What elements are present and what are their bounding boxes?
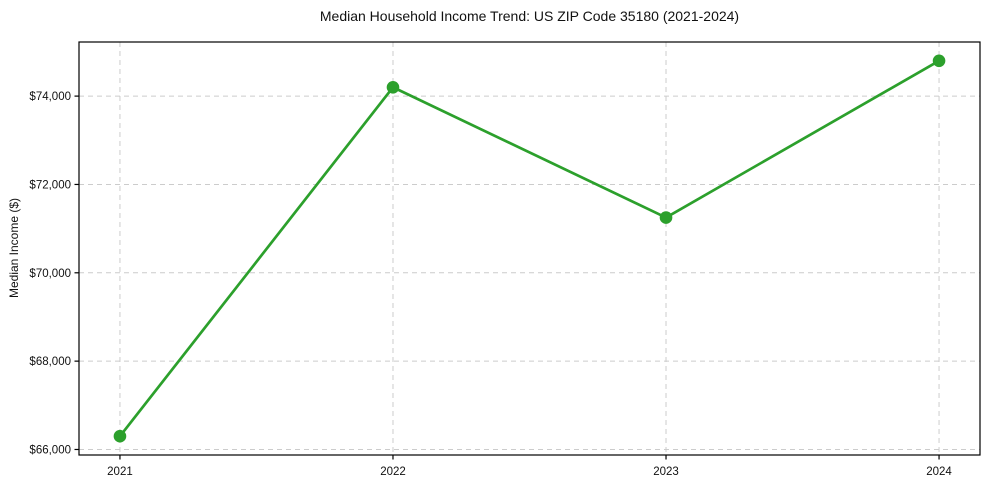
y-tick-label: $70,000 <box>29 268 71 280</box>
x-tick-label: 2024 <box>926 466 952 478</box>
trend-line <box>118 59 941 438</box>
y-tick-label: $68,000 <box>29 356 71 368</box>
y-tick-label: $72,000 <box>29 179 71 191</box>
y-axis-label: Median Income ($) <box>7 197 21 299</box>
chart-title: Median Household Income Trend: US ZIP Co… <box>319 8 740 24</box>
x-tick-label: 2021 <box>107 466 133 478</box>
data-point-2024 <box>932 54 946 68</box>
data-point-2023 <box>659 211 673 224</box>
y-tick-label: $74,000 <box>29 91 71 103</box>
data-point-2021 <box>113 429 127 443</box>
plot-border <box>78 41 981 456</box>
y-tick-label: $66,000 <box>29 444 71 456</box>
data-point-2022 <box>386 80 400 94</box>
x-tick-label: 2022 <box>380 466 406 478</box>
x-tick-label: 2023 <box>653 466 679 478</box>
